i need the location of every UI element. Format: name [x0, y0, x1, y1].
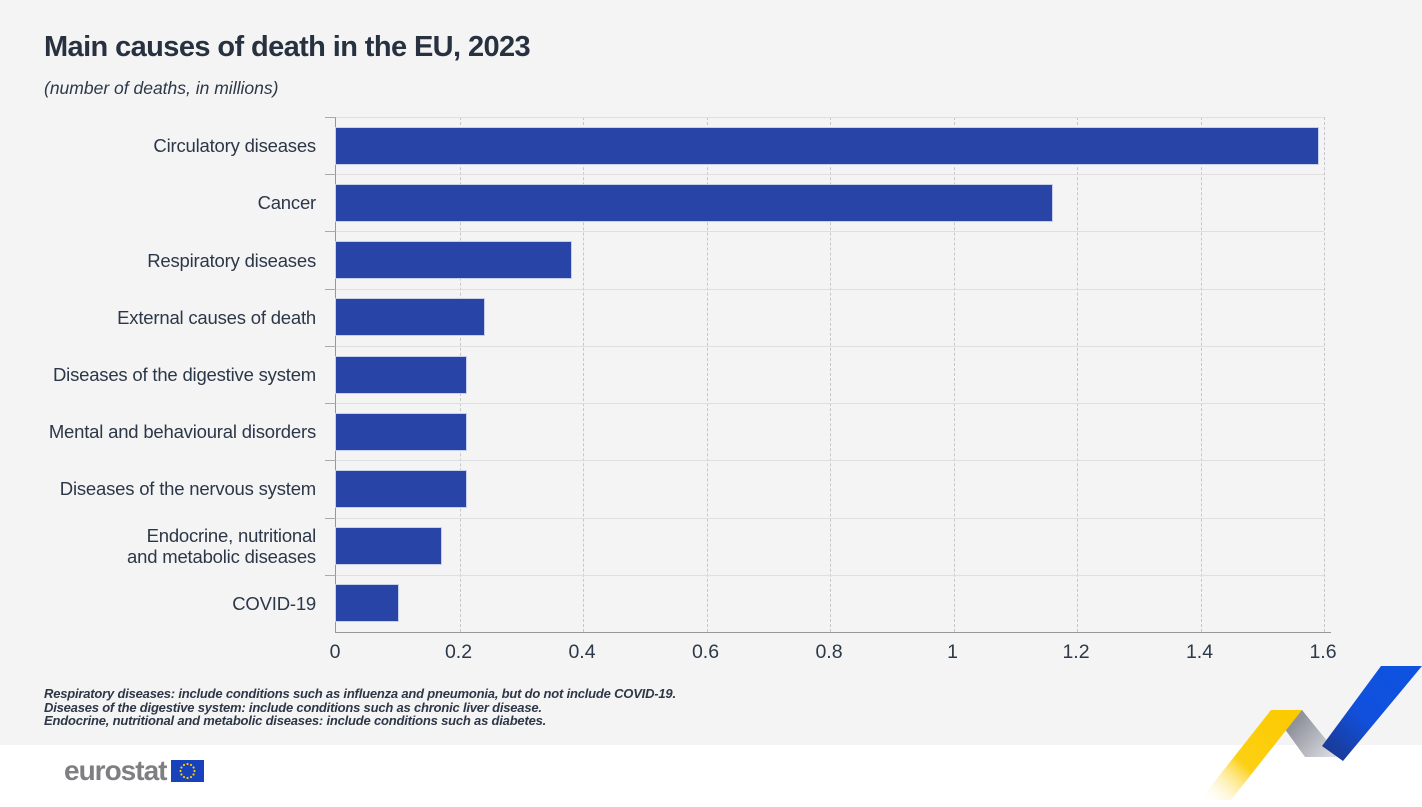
x-tick-label: 1 [947, 641, 958, 663]
bar-3 [336, 242, 571, 279]
flag-star [192, 773, 196, 776]
category-label: Circulatory diseases [153, 135, 316, 157]
flag-star [180, 766, 184, 769]
row-separator [336, 231, 1324, 233]
category-label: Respiratory diseases [147, 249, 316, 271]
x-tick-label: 0.6 [691, 641, 720, 663]
bar-6 [336, 413, 466, 450]
flag-star [193, 769, 197, 773]
row-separator [336, 517, 1324, 519]
zigzag-trend-graphic [1200, 666, 1422, 800]
bar-8 [336, 528, 441, 565]
flag-star [186, 762, 190, 766]
eurostat-logo-text: eurostat [64, 755, 167, 786]
row-separator [336, 117, 1324, 118]
flag-star [190, 775, 193, 779]
row-separator [336, 403, 1324, 405]
footnote-line: Diseases of the digestive system: includ… [44, 699, 542, 715]
row-separator [336, 574, 1324, 576]
category-label: Cancer [257, 192, 317, 214]
row-separator [336, 345, 1324, 347]
y-axis-tick [325, 174, 336, 176]
chart-subtitle: (number of deaths, in millions) [44, 78, 279, 98]
x-tick-label: 1.4 [1185, 641, 1214, 663]
y-axis-tick [325, 574, 336, 576]
flag-star [179, 769, 183, 773]
category-label: Diseases of the nervous system [59, 478, 316, 500]
eu-flag-icon [171, 760, 205, 782]
gridline-x-0.4 [583, 117, 584, 632]
x-tick-label: 1.2 [1062, 641, 1090, 663]
x-tick-label: 1.6 [1309, 641, 1337, 663]
flag-star [183, 763, 186, 767]
y-axis-tick [325, 231, 336, 233]
bar-9 [336, 585, 398, 622]
x-tick-label: 0 [329, 641, 341, 663]
y-axis-tick [325, 345, 336, 347]
bar-2 [336, 184, 1053, 221]
flag-star [190, 763, 193, 767]
zigzag-blue-stripe [1322, 666, 1422, 761]
x-axis-tick-labels: 0 0.2 0.4 0.6 0.8 1 1.2 1.4 1.6 [0, 641, 1422, 665]
gridline-x-0.8 [830, 117, 831, 632]
category-label: External causes of death [117, 306, 316, 328]
gridline-x-1.2 [1077, 117, 1078, 632]
y-axis-tick [325, 403, 336, 405]
flag-star [186, 776, 190, 780]
row-separator [336, 174, 1324, 176]
flag-star [183, 775, 186, 779]
category-label: Mental and behavioural disorders [48, 421, 316, 443]
bar-7 [336, 470, 466, 507]
flag-star [192, 766, 196, 769]
bar-5 [336, 356, 466, 393]
x-tick-label: 0.8 [815, 641, 843, 663]
footnotes: Respiratory diseases: include conditions… [44, 687, 676, 728]
y-axis-tick [325, 117, 336, 118]
row-separator [336, 288, 1324, 290]
gridline-x-1.4 [1200, 117, 1202, 632]
y-axis-tick [325, 460, 336, 462]
zigzag-yellow-stripe [1200, 710, 1302, 800]
gridline-x-1.6 [1324, 117, 1325, 632]
category-axis-labels: Circulatory diseases Cancer Respiratory di… [0, 117, 316, 632]
eurostat-logo: eurostat [64, 755, 205, 787]
x-tick-label: 0.4 [568, 641, 596, 663]
x-tick-label: 0.2 [444, 641, 473, 663]
bar-1 [336, 127, 1318, 164]
chart-background-panel [0, 0, 1422, 745]
bar-4 [336, 299, 485, 336]
category-label: COVID-19 [232, 592, 316, 614]
gridline-x-0.6 [706, 117, 708, 632]
category-label: Endocrine, nutritional and metabolic dis… [127, 525, 316, 568]
gridline-x-1 [953, 117, 955, 632]
y-axis-tick [325, 288, 336, 290]
footnote-line: Respiratory diseases: include conditions… [44, 686, 676, 701]
row-separator [336, 460, 1324, 462]
plot-area [325, 117, 1331, 633]
y-axis-tick [325, 517, 336, 519]
footnote-line: Endocrine, nutritional and metabolic dis… [44, 713, 547, 728]
chart-title: Main causes of death in the EU, 2023 [44, 31, 531, 63]
category-label: Diseases of the digestive system [53, 363, 316, 385]
flag-star [180, 773, 184, 776]
